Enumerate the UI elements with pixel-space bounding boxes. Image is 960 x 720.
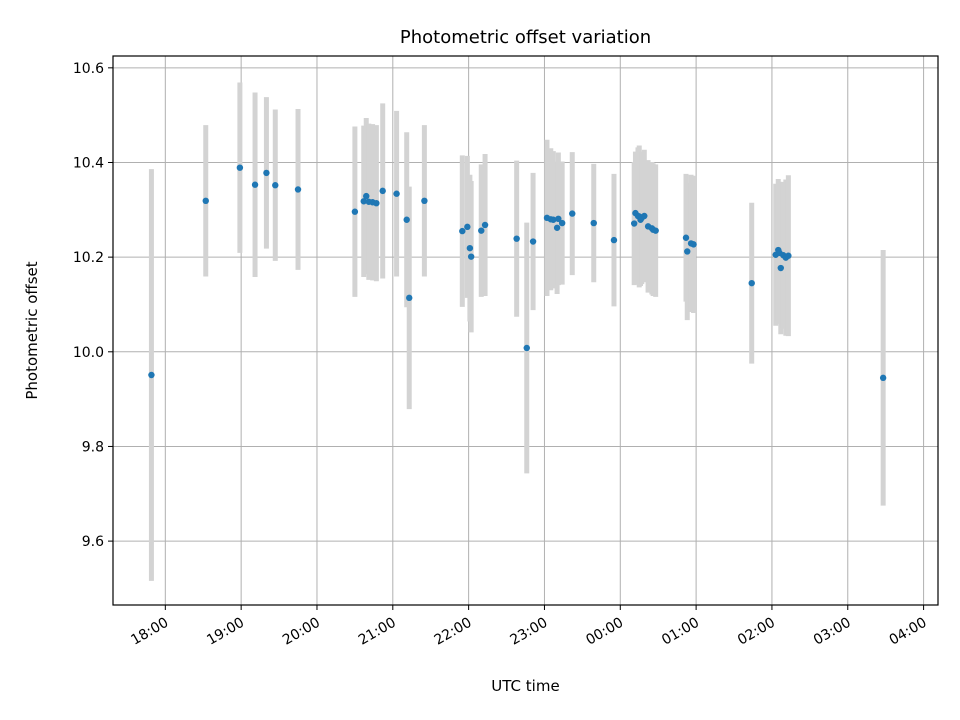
data-point <box>202 197 209 205</box>
data-point <box>478 227 485 234</box>
data-point <box>641 212 648 220</box>
chart-title: Photometric offset variation <box>400 27 651 48</box>
data-point <box>263 169 270 177</box>
y-tick-label: 9.8 <box>82 439 104 455</box>
y-tick-label: 9.6 <box>82 534 104 550</box>
data-point <box>690 241 697 248</box>
data-point <box>421 197 428 205</box>
data-point <box>351 208 359 215</box>
data-point <box>481 221 489 229</box>
data-points <box>148 164 887 382</box>
x-axis-title: UTC time <box>491 677 559 695</box>
data-point <box>555 215 562 223</box>
data-point <box>652 227 659 234</box>
data-point <box>379 187 386 195</box>
y-tick-label: 10.6 <box>73 61 104 77</box>
data-point <box>590 219 597 227</box>
data-point <box>236 164 244 171</box>
data-point <box>403 216 410 223</box>
data-point <box>610 236 618 244</box>
y-tick-label: 10.0 <box>73 345 104 361</box>
data-point <box>682 234 690 241</box>
data-point <box>466 244 474 252</box>
data-point <box>684 248 691 255</box>
data-point <box>523 344 530 352</box>
data-point <box>272 182 279 189</box>
data-point <box>467 253 475 260</box>
y-tick-label: 10.4 <box>73 155 104 171</box>
data-point <box>513 235 520 242</box>
data-point <box>373 199 380 207</box>
data-point <box>785 252 792 259</box>
data-point <box>748 279 755 287</box>
data-point <box>363 192 370 200</box>
data-point <box>393 190 400 197</box>
data-point <box>553 224 561 231</box>
data-point <box>459 227 466 235</box>
data-point <box>558 219 566 227</box>
data-point <box>550 216 557 223</box>
data-point <box>148 371 155 379</box>
plot-frame <box>112 55 939 606</box>
data-point <box>569 210 576 217</box>
data-point <box>777 264 784 272</box>
data-point <box>406 294 413 302</box>
data-point <box>464 223 471 231</box>
data-point <box>630 220 638 227</box>
y-axis-title: Photometric offset <box>23 261 41 399</box>
data-point <box>529 238 537 245</box>
y-tick-label: 10.2 <box>73 250 104 266</box>
data-point <box>360 198 367 205</box>
data-point <box>294 186 302 193</box>
data-point <box>251 181 259 188</box>
data-point <box>879 374 887 382</box>
